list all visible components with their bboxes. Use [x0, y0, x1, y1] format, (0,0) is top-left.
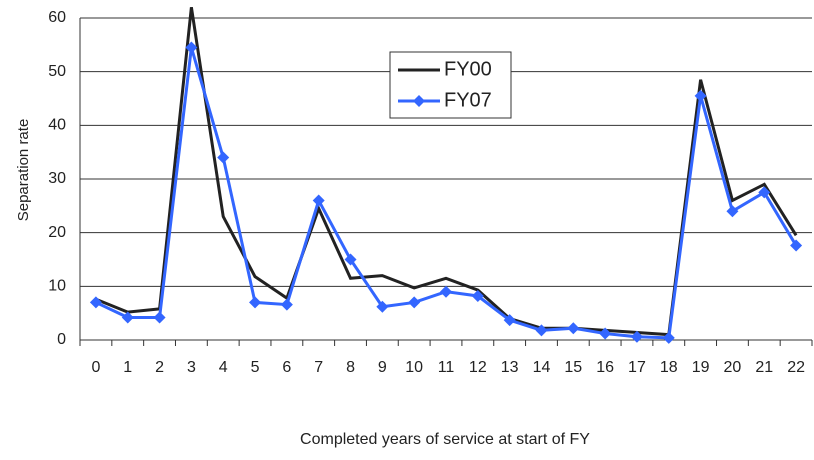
- marker: [249, 296, 262, 309]
- x-tick-label: 20: [724, 359, 742, 376]
- x-tick-label: 7: [314, 359, 323, 376]
- x-tick-label: 21: [755, 359, 773, 376]
- marker: [440, 285, 452, 298]
- legend-marker: [413, 95, 425, 107]
- x-axis-label: Completed years of service at start of F…: [300, 431, 590, 448]
- x-tick-label: 0: [91, 359, 100, 376]
- x-tick-label: 14: [533, 359, 551, 376]
- marker: [662, 331, 675, 344]
- x-tick-label: 5: [251, 359, 260, 376]
- marker: [376, 300, 389, 313]
- marker: [694, 89, 707, 102]
- marker: [599, 327, 612, 340]
- marker: [185, 41, 198, 54]
- x-tick-label: 10: [405, 359, 423, 376]
- marker: [280, 298, 293, 311]
- marker: [630, 330, 643, 343]
- marker: [535, 324, 548, 337]
- x-tick-label: 15: [564, 359, 582, 376]
- x-tick-label: 4: [219, 359, 228, 376]
- marker: [408, 296, 421, 309]
- x-tick-label: 16: [596, 359, 614, 376]
- x-tick-label: 3: [187, 359, 196, 376]
- x-tick-label: 12: [469, 359, 487, 376]
- x-tick-label: 1: [123, 359, 132, 376]
- x-tick-label: 8: [346, 359, 355, 376]
- x-tick-label: 9: [378, 359, 387, 376]
- y-tick-label: 30: [48, 170, 66, 187]
- marker: [567, 322, 580, 335]
- x-tick-label: 6: [282, 359, 291, 376]
- marker: [471, 289, 484, 302]
- marker: [153, 311, 166, 324]
- legend-box: [389, 51, 512, 119]
- marker: [790, 239, 803, 252]
- y-tick-label: 20: [48, 224, 66, 241]
- y-tick-label: 40: [48, 117, 66, 134]
- x-tick-label: 13: [501, 359, 519, 376]
- legend-label: FY07: [444, 89, 492, 111]
- x-tick-label: 18: [660, 359, 678, 376]
- y-tick-label: 0: [57, 331, 66, 348]
- x-tick-label: 17: [628, 359, 646, 376]
- y-tick-label: 60: [48, 9, 66, 26]
- marker: [503, 314, 516, 327]
- x-tick-label: 22: [787, 359, 805, 376]
- marker: [312, 194, 325, 207]
- marker: [217, 151, 230, 164]
- marker: [344, 253, 357, 266]
- x-tick-label: 11: [438, 359, 455, 376]
- marker: [89, 296, 102, 309]
- marker: [758, 186, 771, 199]
- x-tick-label: 2: [155, 359, 164, 376]
- marker: [726, 205, 739, 218]
- marker: [121, 311, 134, 324]
- y-axis-label: Separation rate: [15, 119, 32, 222]
- y-tick-label: 10: [48, 278, 66, 295]
- y-tick-label: 50: [48, 63, 66, 80]
- x-tick-label: 19: [692, 359, 710, 376]
- legend-label: FY00: [444, 58, 492, 80]
